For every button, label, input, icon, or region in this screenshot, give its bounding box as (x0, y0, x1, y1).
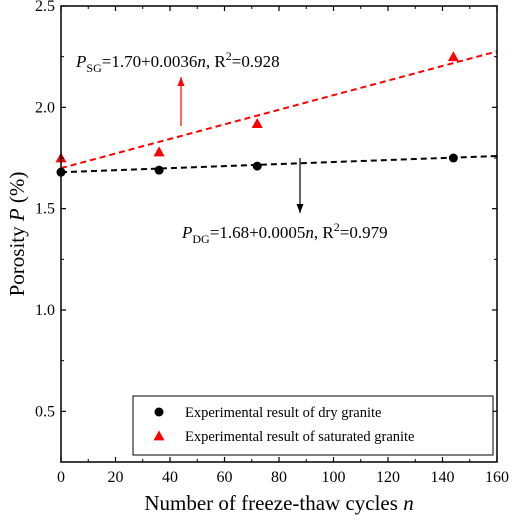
data-point (448, 153, 458, 163)
arrow-dry-granite (296, 158, 304, 213)
equation-symbol: P (181, 223, 192, 242)
axis-ticks: 0 20 40 60 80 100 120 140 160 0.5 1.0 1.5 2.0 2.5 (35, 0, 509, 486)
legend-label: Experimental result of saturated granite (185, 429, 415, 445)
legend-box (132, 395, 494, 456)
x-tick-label: 100 (322, 469, 346, 486)
legend-marker (153, 430, 165, 441)
legend-label: Experimental result of dry granite (185, 405, 382, 421)
data-point (447, 51, 459, 62)
fit-line (60, 50, 498, 170)
x-tick-label: 20 (108, 469, 124, 486)
data-points (55, 51, 459, 177)
equation-superscript: 2 (226, 49, 232, 63)
x-tick-label: 120 (376, 469, 400, 486)
equation-subscript: SG (86, 61, 102, 75)
equation-r-squared-label: , R (314, 223, 335, 242)
y-tick-label: 0.5 (35, 403, 55, 420)
equation-saturated-granite: PSG=1.70+0.0036n, R2=0.928 (75, 49, 280, 75)
arrow-saturated-granite (177, 77, 185, 126)
equation-subscript: DG (192, 232, 210, 246)
fit-lines (60, 50, 498, 174)
y-tick-label: 2.0 (35, 99, 55, 116)
x-tick-label: 140 (431, 469, 455, 486)
x-tick-label: 40 (162, 469, 178, 486)
fit-line (60, 154, 498, 174)
equation-variable: n (197, 52, 206, 71)
equation-annotations: PSG=1.70+0.0036n, R2=0.928PDG=1.68+0.000… (75, 49, 388, 246)
data-point (251, 118, 263, 128)
equation-r-squared-value: =0.979 (340, 223, 388, 242)
equation-r-squared-label: , R (206, 52, 227, 71)
equation-superscript: 2 (334, 220, 340, 234)
equation-dry-granite: PDG=1.68+0.0005n, R2=0.979 (181, 220, 388, 246)
y-tick-label: 1.5 (35, 201, 55, 218)
equation-r-squared-value: =0.928 (232, 52, 280, 71)
legend-marker (154, 407, 164, 417)
y-axis-title: Porosity P (%) (5, 172, 29, 297)
legend: Experimental result of dry granite Experi… (132, 395, 494, 456)
equation-formula: =1.68+0.0005 (210, 223, 306, 242)
y-tick-label: 2.5 (35, 0, 55, 15)
x-tick-label: 60 (217, 469, 233, 486)
x-tick-label: 0 (57, 469, 65, 486)
y-tick-label: 1.0 (35, 302, 55, 319)
data-point (153, 146, 165, 157)
arrow-head (296, 204, 304, 213)
x-tick-label: 80 (271, 469, 287, 486)
data-point (252, 161, 262, 171)
x-tick-label: 160 (485, 469, 509, 486)
x-axis-title: Number of freeze-thaw cycles n (144, 491, 413, 515)
equation-formula: =1.70+0.0036 (102, 52, 198, 71)
equation-variable: n (305, 223, 314, 242)
equation-symbol: P (75, 52, 86, 71)
arrow-head (177, 77, 185, 86)
data-point (154, 165, 164, 175)
